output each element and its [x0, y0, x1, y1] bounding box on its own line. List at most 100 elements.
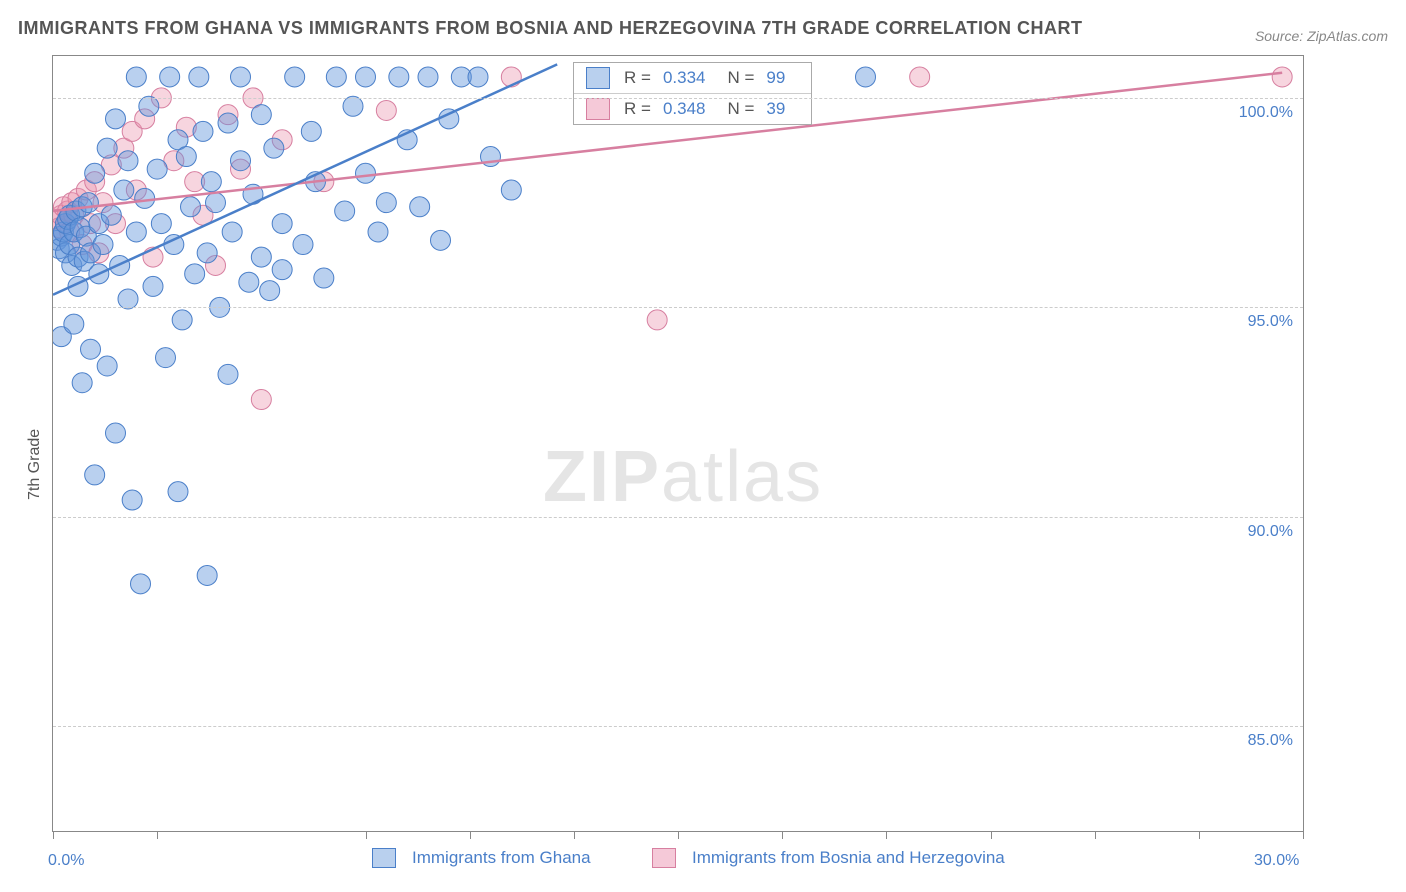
x-axis-max-label: 30.0%	[1254, 852, 1299, 870]
scatter-point-ghana	[66, 201, 86, 221]
scatter-point-ghana	[326, 67, 346, 87]
scatter-point-bosnia	[176, 117, 196, 137]
scatter-point-ghana	[68, 247, 88, 267]
scatter-point-ghana	[439, 109, 459, 129]
y-tick-label: 90.0%	[1248, 523, 1293, 541]
y-tick-label: 95.0%	[1248, 313, 1293, 331]
scatter-point-ghana	[106, 109, 126, 129]
scatter-point-bosnia	[62, 193, 82, 213]
scatter-point-ghana	[368, 222, 388, 242]
scatter-point-ghana	[185, 264, 205, 284]
scatter-point-ghana	[60, 235, 80, 255]
x-tick	[1199, 831, 1200, 839]
scatter-point-ghana	[110, 255, 130, 275]
x-tick	[53, 831, 54, 839]
ghana-n-value: 99	[766, 68, 785, 88]
scatter-point-ghana	[181, 197, 201, 217]
scatter-point-ghana	[293, 235, 313, 255]
scatter-point-ghana	[156, 348, 176, 368]
x-tick	[782, 831, 783, 839]
scatter-point-ghana	[201, 172, 221, 192]
scatter-point-ghana	[151, 214, 171, 234]
scatter-point-ghana	[410, 197, 430, 217]
scatter-point-ghana	[68, 276, 88, 296]
scatter-point-ghana	[251, 105, 271, 125]
scatter-point-ghana	[78, 193, 98, 213]
ghana-r-value: 0.334	[663, 68, 706, 88]
scatter-point-ghana	[118, 289, 138, 309]
scatter-point-ghana	[168, 482, 188, 502]
scatter-point-bosnia	[53, 209, 67, 229]
scatter-point-bosnia	[164, 151, 184, 171]
scatter-point-ghana	[285, 67, 305, 87]
scatter-point-bosnia	[122, 121, 142, 141]
bosnia-r-value: 0.348	[663, 99, 706, 119]
bottom-legend-ghana: Immigrants from Ghana	[372, 848, 591, 868]
scatter-point-ghana	[147, 159, 167, 179]
scatter-point-ghana	[131, 574, 151, 594]
gridline	[53, 307, 1303, 308]
x-tick	[1303, 831, 1304, 839]
scatter-point-bosnia	[193, 205, 213, 225]
swatch-bosnia-icon	[586, 98, 610, 120]
scatter-point-ghana	[397, 130, 417, 150]
scatter-point-ghana	[314, 268, 334, 288]
gridline	[53, 726, 1303, 727]
scatter-point-ghana	[89, 214, 109, 234]
scatter-point-ghana	[197, 243, 217, 263]
scatter-point-bosnia	[53, 218, 69, 238]
scatter-point-ghana	[118, 151, 138, 171]
scatter-point-bosnia	[126, 180, 146, 200]
x-tick	[1095, 831, 1096, 839]
scatter-point-ghana	[114, 180, 134, 200]
r-label: R =	[624, 68, 651, 88]
scatter-point-ghana	[101, 205, 121, 225]
scatter-point-ghana	[164, 235, 184, 255]
scatter-point-ghana	[53, 230, 67, 250]
scatter-point-ghana	[139, 96, 159, 116]
watermark-zip: ZIP	[543, 437, 661, 517]
scatter-point-bosnia	[106, 214, 126, 234]
scatter-point-bosnia	[85, 172, 105, 192]
scatter-point-ghana	[97, 138, 117, 158]
scatter-point-ghana	[93, 235, 113, 255]
scatter-point-ghana	[53, 222, 73, 242]
stats-row-ghana: R = 0.334 N = 99	[574, 63, 811, 94]
legend-bosnia-label: Immigrants from Bosnia and Herzegovina	[692, 848, 1005, 868]
scatter-point-ghana	[85, 163, 105, 183]
scatter-point-ghana	[193, 121, 213, 141]
scatter-point-ghana	[189, 67, 209, 87]
scatter-point-ghana	[356, 163, 376, 183]
scatter-point-ghana	[89, 264, 109, 284]
gridline	[53, 98, 1303, 99]
scatter-point-ghana	[106, 423, 126, 443]
swatch-ghana-icon	[372, 848, 396, 868]
scatter-point-ghana	[356, 67, 376, 87]
scatter-point-ghana	[76, 226, 96, 246]
scatter-point-bosnia	[143, 247, 163, 267]
scatter-point-ghana	[335, 201, 355, 221]
scatter-point-bosnia	[89, 243, 109, 263]
scatter-point-ghana	[81, 339, 101, 359]
scatter-point-bosnia	[64, 205, 84, 225]
scatter-point-bosnia	[56, 214, 76, 234]
scatter-point-bosnia	[93, 193, 113, 213]
chart-svg	[53, 56, 1303, 831]
scatter-point-ghana	[122, 490, 142, 510]
scatter-point-bosnia	[251, 390, 271, 410]
x-tick	[157, 831, 158, 839]
scatter-point-ghana	[264, 138, 284, 158]
r-label: R =	[624, 99, 651, 119]
scatter-point-ghana	[272, 260, 292, 280]
stats-legend: R = 0.334 N = 99 R = 0.348 N = 39	[573, 62, 812, 125]
scatter-point-ghana	[97, 356, 117, 376]
scatter-point-bosnia	[1272, 67, 1292, 87]
scatter-point-bosnia	[76, 180, 96, 200]
scatter-point-ghana	[206, 193, 226, 213]
scatter-point-ghana	[389, 67, 409, 87]
scatter-point-ghana	[468, 67, 488, 87]
scatter-point-bosnia	[60, 222, 80, 242]
scatter-point-ghana	[376, 193, 396, 213]
scatter-point-ghana	[239, 272, 259, 292]
scatter-point-ghana	[343, 96, 363, 116]
